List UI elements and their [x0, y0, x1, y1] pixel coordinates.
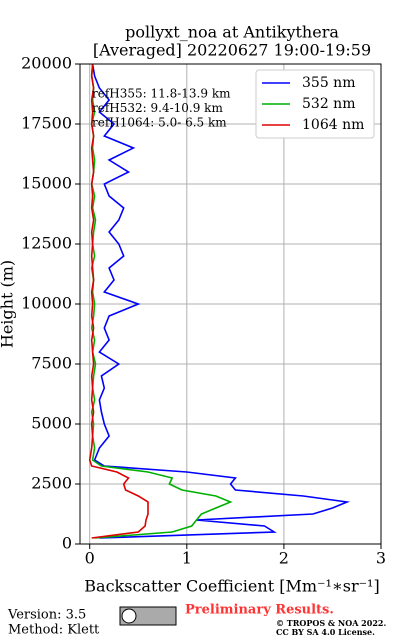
y-tick-label: 17500	[21, 114, 72, 133]
method: Method: Klett	[8, 623, 100, 638]
annotation: refH532: 9.4-10.9 km	[92, 101, 223, 115]
status-1: Preliminary Results.	[185, 603, 334, 618]
license: CC BY SA 4.0 License.	[276, 627, 375, 637]
badge-icon	[121, 608, 137, 624]
y-tick-label: 7500	[31, 354, 72, 373]
x-tick-label: 2	[279, 549, 289, 568]
x-tick-label: 1	[182, 549, 192, 568]
plot-frame	[79, 63, 382, 545]
annotation: refH1064: 5.0- 6.5 km	[92, 116, 227, 130]
y-tick-label: 10000	[21, 294, 72, 313]
annotation: refH355: 11.8-13.9 km	[92, 87, 231, 101]
y-tick-label: 12500	[21, 234, 72, 253]
x-tick-label: 3	[376, 549, 386, 568]
profile-line	[88, 63, 149, 539]
legend-box	[255, 69, 375, 139]
y-tick-label: 2500	[31, 474, 72, 493]
legend-label: 355 nm	[302, 75, 355, 91]
y-axis-label: Height (m)	[0, 260, 17, 348]
chart-title: pollyxt_noa at Antikythera	[125, 23, 339, 42]
x-tick-label: 0	[85, 549, 95, 568]
y-tick-label: 20000	[21, 54, 72, 73]
version: Version: 3.5	[7, 608, 86, 623]
y-tick-label: 15000	[21, 174, 72, 193]
profile-line	[91, 63, 351, 539]
y-tick-label: 0	[62, 534, 72, 553]
legend-label: 532 nm	[302, 96, 355, 112]
profile-line	[90, 63, 233, 539]
chart-subtitle: [Averaged] 20220627 19:00-19:59	[93, 41, 371, 60]
copyright: © TROPOS & NOA 2022.	[276, 618, 386, 628]
legend-label: 1064 nm	[302, 117, 364, 133]
y-tick-label: 5000	[31, 414, 72, 433]
x-axis-label: Backscatter Coefficient [Mm⁻¹∗sr⁻¹]	[84, 577, 379, 596]
